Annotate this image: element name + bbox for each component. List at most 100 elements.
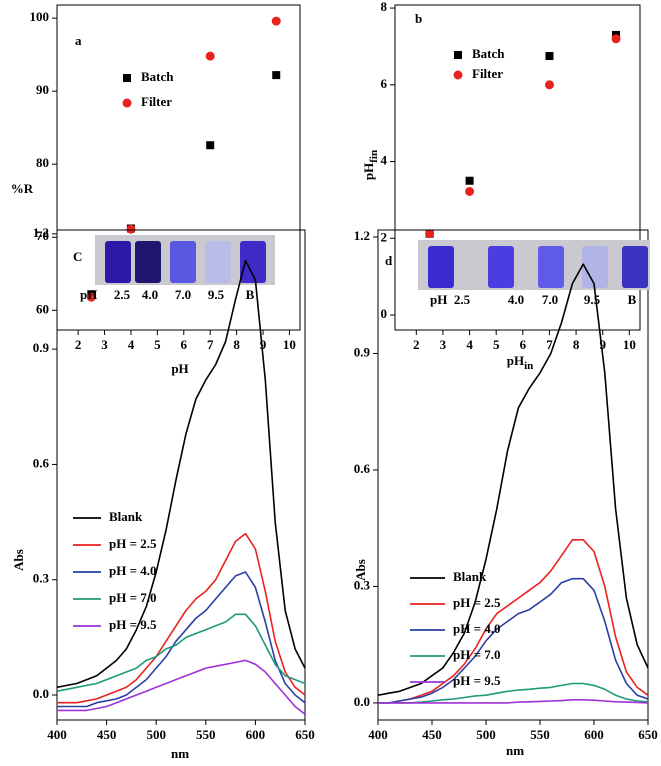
y-tick-label: 0.3: [354, 577, 371, 592]
y-tick-label: 0.9: [33, 340, 50, 355]
y-axis-label-main: %R: [11, 181, 34, 196]
y-tick-label: 60: [36, 301, 49, 316]
x-axis-label-main: nm: [171, 746, 189, 761]
y-tick-label: 0.3: [33, 571, 50, 586]
series-line: [378, 577, 649, 704]
x-tick-label: 8: [233, 337, 240, 352]
inset-label: 9.5: [208, 287, 225, 302]
x-axis-label-main: nm: [506, 743, 524, 758]
marker: [545, 52, 554, 61]
marker: [271, 16, 281, 26]
panel-label: d: [385, 253, 393, 268]
y-tick-label: 4: [381, 153, 388, 168]
inset-label: pH: [430, 292, 447, 307]
y-tick-label: 8: [381, 0, 388, 14]
legend-label: pH = 7.0: [109, 590, 157, 605]
marker: [425, 229, 435, 239]
x-tick-label: 4: [466, 337, 473, 352]
series-line: [378, 682, 649, 704]
legend-label: Batch: [141, 69, 174, 84]
legend-label: pH = 4.0: [109, 563, 157, 578]
x-tick-label: 500: [476, 727, 496, 742]
x-tick-label: 600: [584, 727, 604, 742]
x-axis-label: pHin: [507, 353, 534, 372]
x-tick-label: 4: [128, 337, 135, 352]
x-tick-label: 9: [260, 337, 267, 352]
inset-label: 7.0: [542, 292, 558, 307]
x-tick-label: 6: [520, 337, 527, 352]
plot-frame: [56, 4, 301, 331]
vial: [582, 246, 608, 288]
legend-marker: [453, 70, 463, 80]
panel-label: C: [73, 249, 82, 264]
x-axis-label: nm: [506, 743, 524, 758]
inset-label: 7.0: [175, 287, 191, 302]
x-tick-label: 2: [413, 337, 420, 352]
legend-marker: [122, 98, 132, 108]
inset-label: pH: [80, 287, 97, 302]
x-tick-label: 3: [101, 337, 108, 352]
legend-label: pH = 9.5: [453, 673, 501, 688]
legend-label: pH = 9.5: [109, 617, 157, 632]
vial: [170, 241, 196, 283]
x-tick-label: 9: [599, 337, 606, 352]
series-line: [56, 259, 306, 689]
series-line: [57, 532, 306, 704]
marker: [465, 176, 474, 185]
x-axis-label: pH: [171, 361, 188, 376]
inset-label: 2.5: [114, 287, 131, 302]
x-tick-label: 450: [422, 727, 442, 742]
plot-frame: [377, 229, 649, 721]
x-tick-label: 5: [493, 337, 500, 352]
x-axis-label-main: pH: [171, 361, 188, 376]
series-line: [56, 613, 306, 692]
x-tick-label: 550: [530, 727, 550, 742]
series-line: [378, 699, 649, 704]
x-axis-label-sub: in: [524, 360, 533, 372]
y-tick-label: 1.2: [354, 228, 370, 243]
y-tick-label: 0.0: [354, 694, 370, 709]
x-axis-label: nm: [171, 746, 189, 761]
marker: [465, 186, 475, 196]
vial: [205, 241, 231, 283]
y-axis-label-sub: fin: [368, 150, 380, 163]
y-axis-label-main: Abs: [11, 549, 26, 571]
vial: [428, 246, 454, 288]
series-line: [378, 539, 649, 704]
x-tick-label: 6: [181, 337, 188, 352]
legend-marker: [123, 74, 131, 82]
x-tick-label: 400: [368, 727, 388, 742]
legend-label: pH = 2.5: [109, 536, 157, 551]
x-tick-label: 10: [283, 337, 296, 352]
inset-label: 4.0: [508, 292, 524, 307]
vial: [488, 246, 514, 288]
series-line: [57, 571, 306, 708]
y-tick-label: 70: [36, 228, 49, 243]
y-tick-label: 0.6: [354, 461, 371, 476]
y-tick-label: 90: [36, 82, 49, 97]
y-axis-label: Abs: [11, 549, 26, 571]
inset-label: 2.5: [454, 292, 471, 307]
inset-label: B: [246, 287, 255, 302]
marker: [611, 34, 621, 44]
y-tick-label: 0.9: [354, 344, 371, 359]
marker: [544, 80, 554, 90]
y-tick-label: 80: [36, 155, 49, 170]
x-tick-label: 550: [196, 727, 216, 742]
x-tick-label: 450: [97, 727, 117, 742]
y-tick-label: 1.2: [33, 225, 49, 240]
inset-label: B: [628, 292, 637, 307]
y-tick-label: 100: [30, 9, 50, 24]
vial: [622, 246, 648, 288]
y-tick-label: 0.6: [33, 455, 50, 470]
series-line: [57, 659, 306, 715]
x-tick-label: 7: [546, 337, 553, 352]
x-tick-label: 2: [75, 337, 82, 352]
y-tick-label: 2: [381, 229, 388, 244]
vial: [105, 241, 131, 283]
inset-photo: [418, 240, 650, 290]
x-tick-label: 7: [207, 337, 214, 352]
legend-label: pH = 2.5: [453, 595, 501, 610]
x-tick-label: 10: [623, 337, 636, 352]
legend-marker: [454, 51, 462, 59]
